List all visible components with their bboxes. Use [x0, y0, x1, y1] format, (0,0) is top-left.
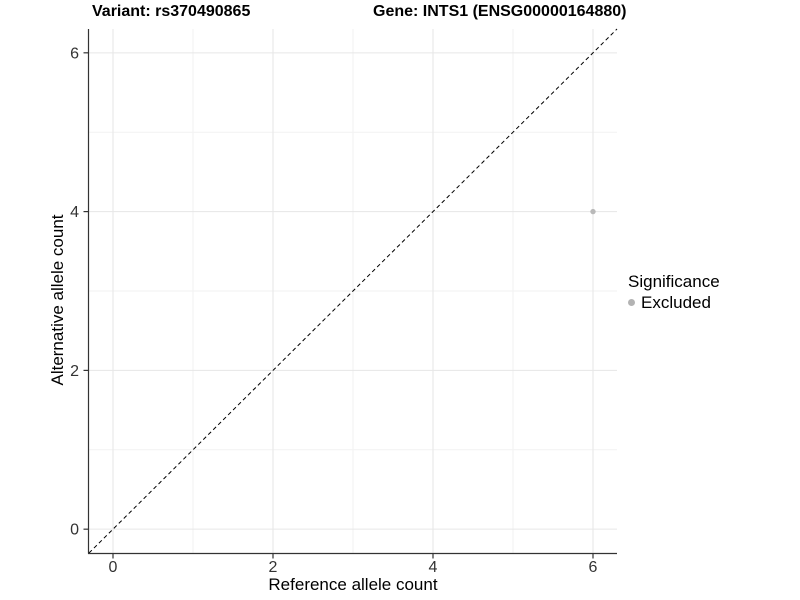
x-tick-label: 4 — [429, 559, 438, 576]
x-tick-label: 6 — [589, 559, 598, 576]
plot-title-gene: Gene: INTS1 (ENSG00000164880) — [373, 3, 627, 20]
y-tick-label: 2 — [70, 363, 79, 380]
legend: Significance Excluded — [628, 272, 798, 312]
y-tick-label: 4 — [70, 204, 79, 221]
plot-title-variant: Variant: rs370490865 — [92, 3, 251, 20]
legend-item-label: Excluded — [641, 293, 711, 312]
legend-key-dot-icon — [628, 299, 635, 306]
legend-item-excluded: Excluded — [628, 293, 798, 312]
y-axis-label: Alternative allele count — [48, 214, 67, 386]
x-tick-label: 0 — [109, 559, 118, 576]
identity-reference-line — [88, 28, 618, 554]
y-tick-label: 6 — [70, 45, 79, 62]
data-point-excluded — [590, 208, 596, 215]
x-axis-label: Reference allele count — [268, 575, 438, 594]
legend-title: Significance — [628, 272, 720, 291]
x-tick-label: 2 — [269, 559, 278, 576]
y-tick-label: 0 — [70, 522, 79, 539]
